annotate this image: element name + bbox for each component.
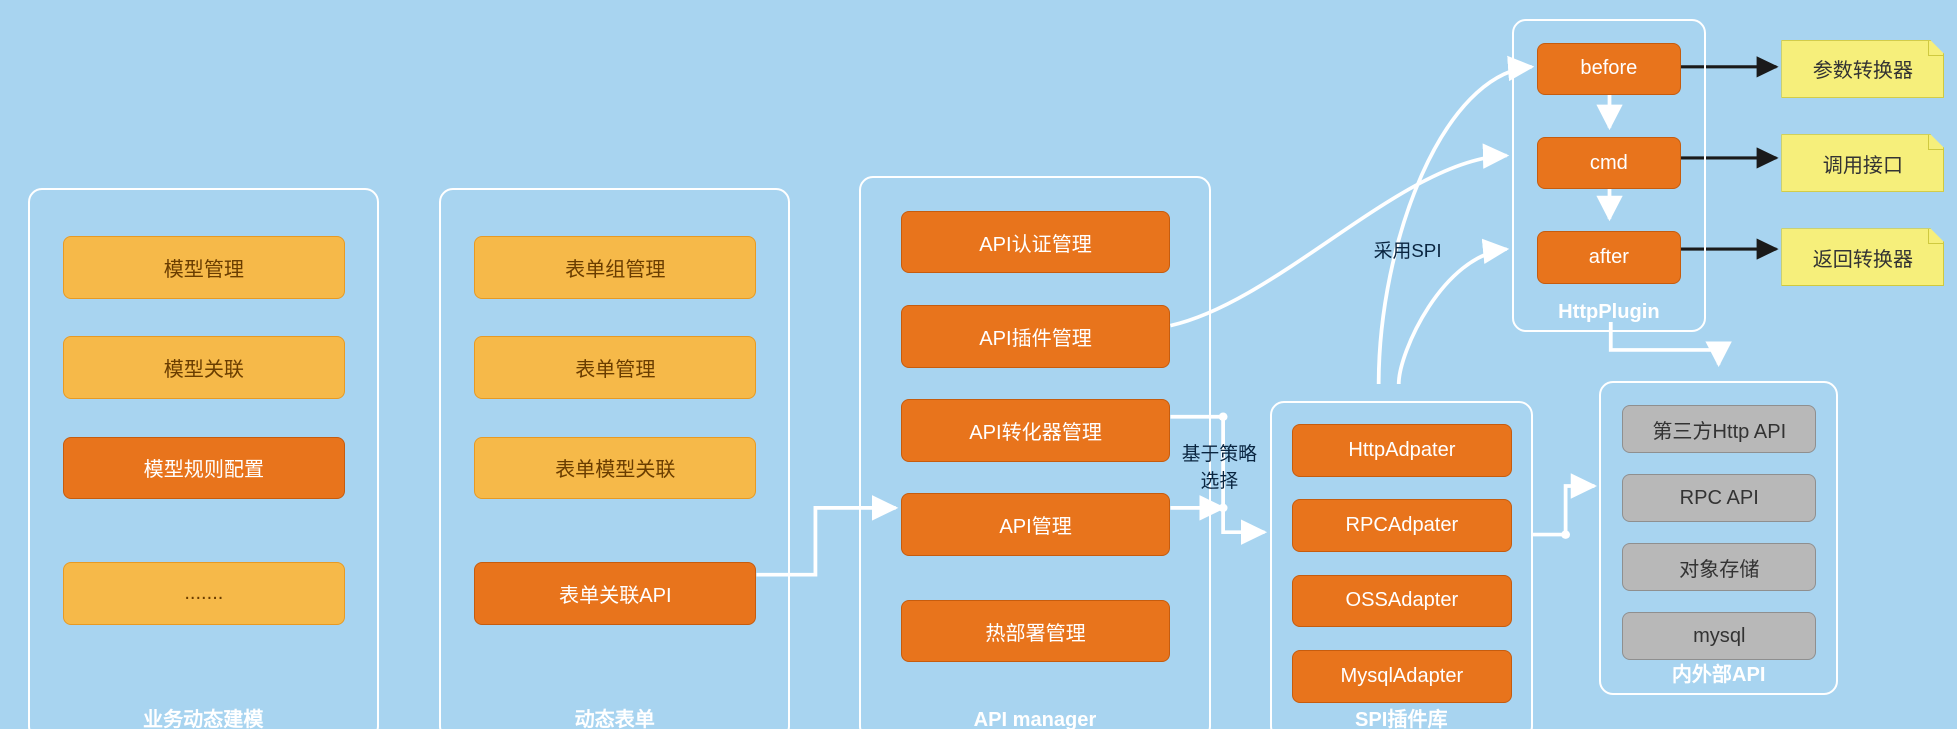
group-title: API manager [861, 709, 1208, 729]
node-n-ext-2: RPC API [1622, 474, 1816, 522]
node-n-p-cmd: cmd [1537, 137, 1681, 190]
node-n-spi-3: OSSAdapter [1292, 575, 1512, 628]
node-n-model-4: ....... [63, 562, 345, 625]
node-n-spi-4: MysqlAdapter [1292, 650, 1512, 703]
note-note-3: 返回转换器 [1781, 228, 1944, 286]
edge [1399, 249, 1507, 384]
group-title: 动态表单 [441, 703, 788, 729]
node-n-api-2: API插件管理 [901, 305, 1171, 368]
node-n-api-5: 热部署管理 [901, 600, 1171, 663]
edge-label: 采用SPI [1374, 236, 1442, 263]
diagram-canvas: 业务动态建模 动态表单 API manager SPI插件库 HttpPlugin 内外部… [0, 0, 1957, 729]
node-n-p-after: after [1537, 231, 1681, 284]
node-n-spi-2: RPCAdpater [1292, 499, 1512, 552]
node-n-form-2: 表单管理 [474, 336, 756, 399]
node-n-api-3: API转化器管理 [901, 399, 1171, 462]
node-n-ext-3: 对象存储 [1622, 543, 1816, 591]
node-n-ext-1: 第三方Http API [1622, 405, 1816, 453]
node-n-form-3: 表单模型关联 [474, 437, 756, 500]
note-note-2: 调用接口 [1781, 134, 1944, 192]
node-n-model-2: 模型关联 [63, 336, 345, 399]
edge-label: 基于策略 选择 [1182, 439, 1257, 493]
node-n-ext-4: mysql [1622, 612, 1816, 660]
node-n-model-1: 模型管理 [63, 236, 345, 299]
edge [1533, 486, 1594, 535]
group-title: 业务动态建模 [30, 703, 377, 729]
node-n-p-before: before [1537, 43, 1681, 96]
group-title: SPI插件库 [1272, 703, 1531, 729]
node-n-spi-1: HttpAdpater [1292, 424, 1512, 477]
edge [1170, 156, 1506, 326]
node-n-form-4: 表单关联API [474, 562, 756, 625]
edge [1379, 67, 1532, 384]
group-title: HttpPlugin [1514, 301, 1704, 324]
node-n-form-1: 表单组管理 [474, 236, 756, 299]
node-n-model-3: 模型规则配置 [63, 437, 345, 500]
node-n-api-4: API管理 [901, 493, 1171, 556]
note-note-1: 参数转换器 [1781, 40, 1944, 98]
node-n-api-1: API认证管理 [901, 211, 1171, 274]
group-title: 内外部API [1601, 658, 1835, 687]
